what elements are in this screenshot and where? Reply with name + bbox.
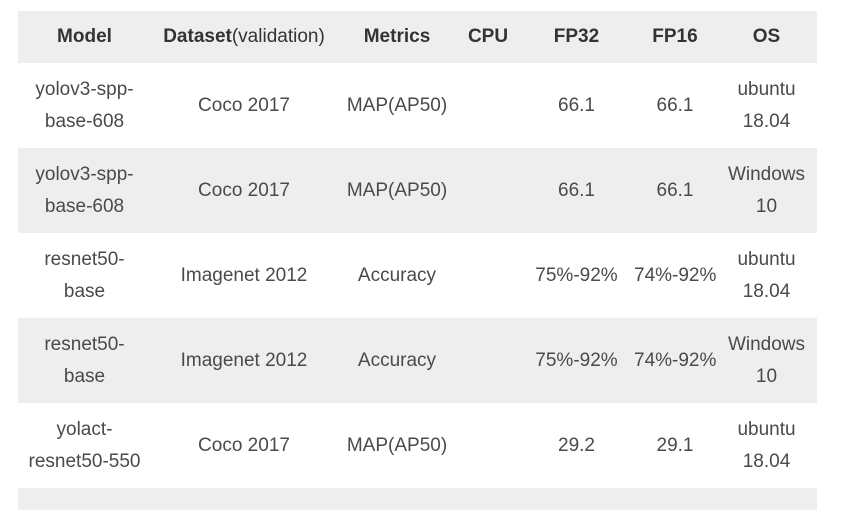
os-line-1: ubuntu [737, 78, 796, 100]
cpu-cell [457, 318, 519, 403]
model-name-line-2: resnet50-550 [28, 450, 141, 472]
metrics-cell: Accuracy [357, 349, 437, 371]
metrics-cell: MAP(AP50) [346, 434, 448, 456]
header-dataset-qualifier: (validation) [231, 26, 325, 47]
cpu-cell [457, 148, 519, 233]
header-os: OS [752, 26, 781, 47]
os-cell: ubuntu 18.04 [716, 233, 817, 318]
os-line-2: 10 [755, 365, 778, 387]
model-name-line-1: yolov3-spp- [35, 78, 134, 100]
model-name-line-2: base-608 [44, 110, 125, 132]
os-line-2: 18.04 [742, 280, 791, 302]
table-row: yolov3-spp-base-608 Coco 2017 MAP(AP50) … [18, 63, 817, 148]
header-cpu: CPU [467, 26, 509, 47]
benchmark-table: Model Dataset(validation) Metrics CPU FP… [18, 11, 817, 510]
model-name-line-2: base [63, 280, 106, 302]
fp16-cell: 66.1 [656, 94, 694, 116]
fp32-cell: 29.2 [558, 434, 595, 456]
os-cell: Windows 10 [716, 318, 817, 403]
model-name-line-2: base [63, 365, 106, 387]
metrics-cell: MAP(AP50) [346, 179, 448, 201]
model-name-line-2: base-608 [44, 195, 125, 217]
fp16-cell: 74%-92% [634, 349, 717, 371]
fp16-cell: 29.1 [656, 434, 694, 456]
table-row: resnet50- base Imagenet 2012 Accuracy 75%… [18, 233, 817, 318]
os-line-2: 10 [755, 195, 778, 217]
model-name-line-1: resnet50- [44, 248, 125, 270]
cpu-cell [457, 63, 519, 148]
os-line-1: ubuntu [737, 418, 796, 440]
header-row: Model Dataset(validation) Metrics CPU FP… [18, 11, 817, 63]
dataset-cell: Coco 2017 [198, 179, 290, 201]
cpu-cell [457, 233, 519, 318]
header-metrics: Metrics [363, 26, 431, 47]
model-cell: yolact-resnet50-550 [18, 403, 151, 488]
table-row: yolact-resnet50-550 Coco 2017 MAP(AP50) … [18, 403, 817, 488]
fp32-cell: 75%-92% [535, 264, 618, 286]
model-name-line-1: yolact- [56, 418, 113, 440]
model-cell: resnet50- base [18, 318, 151, 403]
table-body: yolov3-spp-base-608 Coco 2017 MAP(AP50) … [18, 63, 817, 510]
fp16-cell: 66.1 [656, 179, 694, 201]
header-fp16: FP16 [652, 26, 698, 47]
header-dataset: Dataset(validation) [151, 11, 337, 63]
table-row: resnet50- base Imagenet 2012 Accuracy 75%… [18, 318, 817, 403]
table-header: Model Dataset(validation) Metrics CPU FP… [18, 11, 817, 63]
os-cell: Windows 10 [716, 148, 817, 233]
metrics-cell: Accuracy [357, 264, 437, 286]
fp32-cell: 66.1 [558, 94, 595, 116]
dataset-cell: Coco 2017 [198, 434, 290, 456]
os-line-2: 18.04 [742, 110, 791, 132]
benchmark-table-container: Model Dataset(validation) Metrics CPU FP… [18, 11, 817, 510]
table-row: yolov3-spp-base-608 Coco 2017 MAP(AP50) … [18, 148, 817, 233]
partial-row-cell [18, 488, 817, 510]
os-cell: ubuntu 18.04 [716, 403, 817, 488]
table-row-partial [18, 488, 817, 510]
os-line-1: ubuntu [737, 248, 796, 270]
fp32-cell: 75%-92% [535, 349, 618, 371]
os-line-2: 18.04 [742, 450, 791, 472]
model-name-line-1: resnet50- [44, 333, 125, 355]
fp16-cell: 74%-92% [634, 264, 717, 286]
model-cell: yolov3-spp-base-608 [18, 63, 151, 148]
header-model: Model [57, 26, 112, 47]
cpu-cell [457, 403, 519, 488]
os-line-1: Windows [727, 163, 806, 185]
model-name-line-1: yolov3-spp- [35, 163, 134, 185]
dataset-cell: Imagenet 2012 [180, 349, 308, 371]
dataset-cell: Imagenet 2012 [180, 264, 308, 286]
dataset-cell: Coco 2017 [198, 94, 290, 116]
model-cell: yolov3-spp-base-608 [18, 148, 151, 233]
fp32-cell: 66.1 [558, 179, 595, 201]
metrics-cell: MAP(AP50) [346, 94, 448, 116]
model-cell: resnet50- base [18, 233, 151, 318]
os-line-1: Windows [727, 333, 806, 355]
os-cell: ubuntu 18.04 [716, 63, 817, 148]
header-dataset-label: Dataset [163, 26, 232, 47]
header-fp32: FP32 [553, 26, 600, 47]
